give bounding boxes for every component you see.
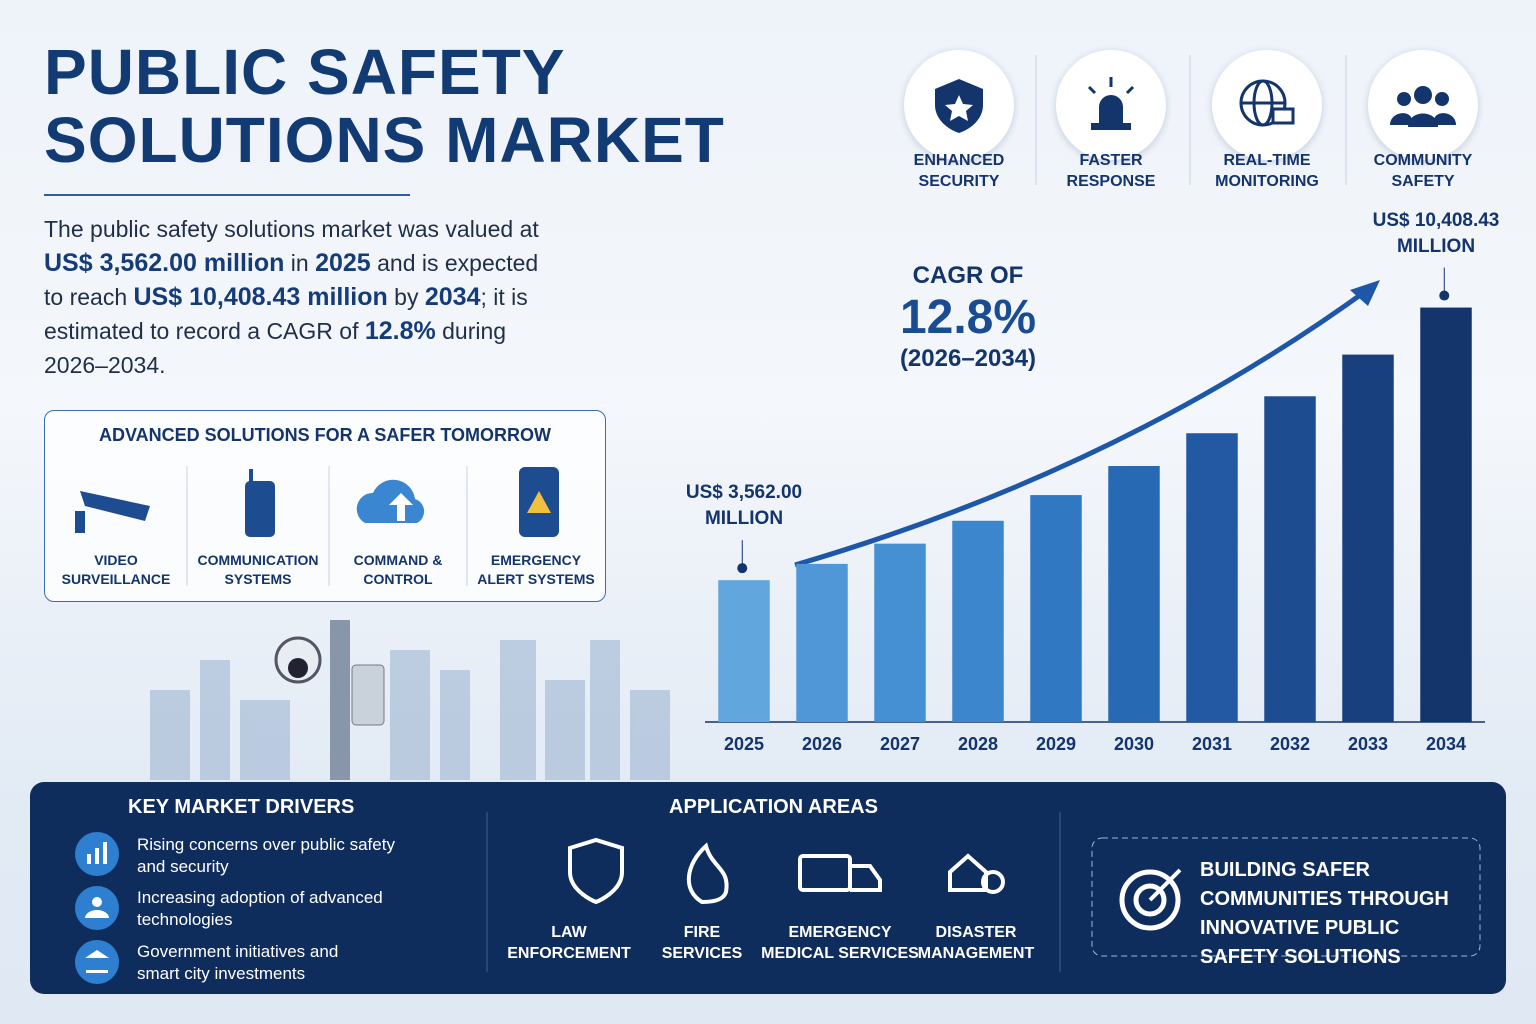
icon	[1056, 50, 1166, 160]
text: during 2026–2034.	[44, 318, 507, 378]
intro: The public safety solutions market was v…	[44, 212, 544, 382]
driver-item: Rising concerns over public safety and s…	[137, 835, 395, 876]
x-tick-label: 2033	[1348, 734, 1388, 754]
feature-label: REAL-TIME MONITORING	[1215, 152, 1319, 190]
bar	[1030, 495, 1082, 722]
cagr-period: (2026–2034)	[899, 345, 1037, 372]
text: 12.8%	[364, 317, 436, 345]
bar	[718, 580, 770, 722]
bar	[874, 543, 926, 722]
text: in	[284, 250, 316, 276]
solution-label: COMMAND & CONTROL	[353, 552, 443, 587]
feature-label: COMMUNITY SAFETY	[1373, 152, 1473, 190]
text: by	[387, 284, 425, 310]
solutions-box: ADVANCED SOLUTIONS FOR A SAFER TOMORROW …	[44, 410, 606, 602]
bar	[1186, 433, 1238, 722]
leader-dot	[1439, 290, 1450, 301]
solution-label: EMERGENCY ALERT SYSTEMS	[477, 552, 595, 587]
text: The public safety solutions market was v…	[44, 216, 539, 242]
icon	[1368, 50, 1478, 160]
icon	[904, 50, 1014, 160]
title: PUBLIC SAFETY SOLUTIONS MARKET	[44, 36, 725, 176]
value-label: US$ 10,408.43 MILLION	[1372, 209, 1500, 257]
bottom-panel: KEY MARKET DRIVERS Rising concerns over …	[30, 782, 1506, 994]
x-tick-label: 2026	[802, 734, 842, 754]
solutions-title: ADVANCED SOLUTIONS FOR A SAFER TOMORROW	[99, 425, 551, 445]
x-tick-label: 2034	[1426, 734, 1466, 754]
bar	[1342, 354, 1394, 722]
text: US$ 10,408.43 million	[133, 283, 388, 311]
drivers-title: KEY MARKET DRIVERS	[128, 796, 355, 818]
text: ; it is estimated to record a CAGR of	[44, 284, 528, 344]
bar	[1108, 466, 1160, 722]
bar	[1420, 307, 1472, 722]
cagr-value: 12.8%	[899, 291, 1037, 344]
leader-dot	[737, 563, 748, 574]
text: 2025	[315, 249, 371, 277]
application-label: EMERGENCY MEDICAL SERVICES	[761, 924, 919, 962]
feature-label: FASTER RESPONSE	[1066, 152, 1156, 190]
x-tick-label: 2031	[1192, 734, 1232, 754]
value-label: US$ 3,562.00 MILLION	[685, 482, 803, 530]
tagline: BUILDING SAFER COMMUNITIES THROUGH INNOV…	[1200, 859, 1449, 968]
x-tick-label: 2030	[1114, 734, 1154, 754]
bar	[1264, 396, 1316, 722]
x-tick-label: 2029	[1036, 734, 1076, 754]
bar	[796, 563, 848, 722]
solution-icons	[75, 466, 559, 586]
application-label: DISASTER MANAGEMENT	[917, 924, 1035, 962]
applications-title: APPLICATION AREAS	[669, 796, 878, 818]
driver-item: Increasing adoption of advanced technolo…	[137, 888, 383, 929]
x-tick-label: 2032	[1270, 734, 1310, 754]
feature-label: ENHANCED SECURITY	[913, 152, 1005, 190]
text: US$ 3,562.00 million	[44, 249, 285, 277]
driver-item: Government initiatives and smart city in…	[137, 942, 339, 983]
x-tick-label: 2025	[724, 734, 764, 754]
panel-art	[75, 812, 1481, 984]
x-tick-label: 2027	[880, 734, 920, 754]
icon	[1212, 50, 1322, 160]
cagr-block: CAGR OF 12.8% (2026–2034)	[868, 262, 1068, 373]
text: 2034	[424, 283, 481, 311]
text: and is expected to reach	[44, 250, 539, 310]
solution-label: VIDEO SURVEILLANCE	[61, 552, 171, 587]
cagr-title: CAGR OF	[912, 262, 1024, 289]
application-label: FIRE SERVICES	[661, 924, 743, 962]
application-label: LAW ENFORCEMENT	[507, 924, 631, 962]
bar	[952, 520, 1004, 722]
solution-label: COMMUNICATION SYSTEMS	[197, 552, 319, 587]
x-tick-label: 2028	[958, 734, 998, 754]
